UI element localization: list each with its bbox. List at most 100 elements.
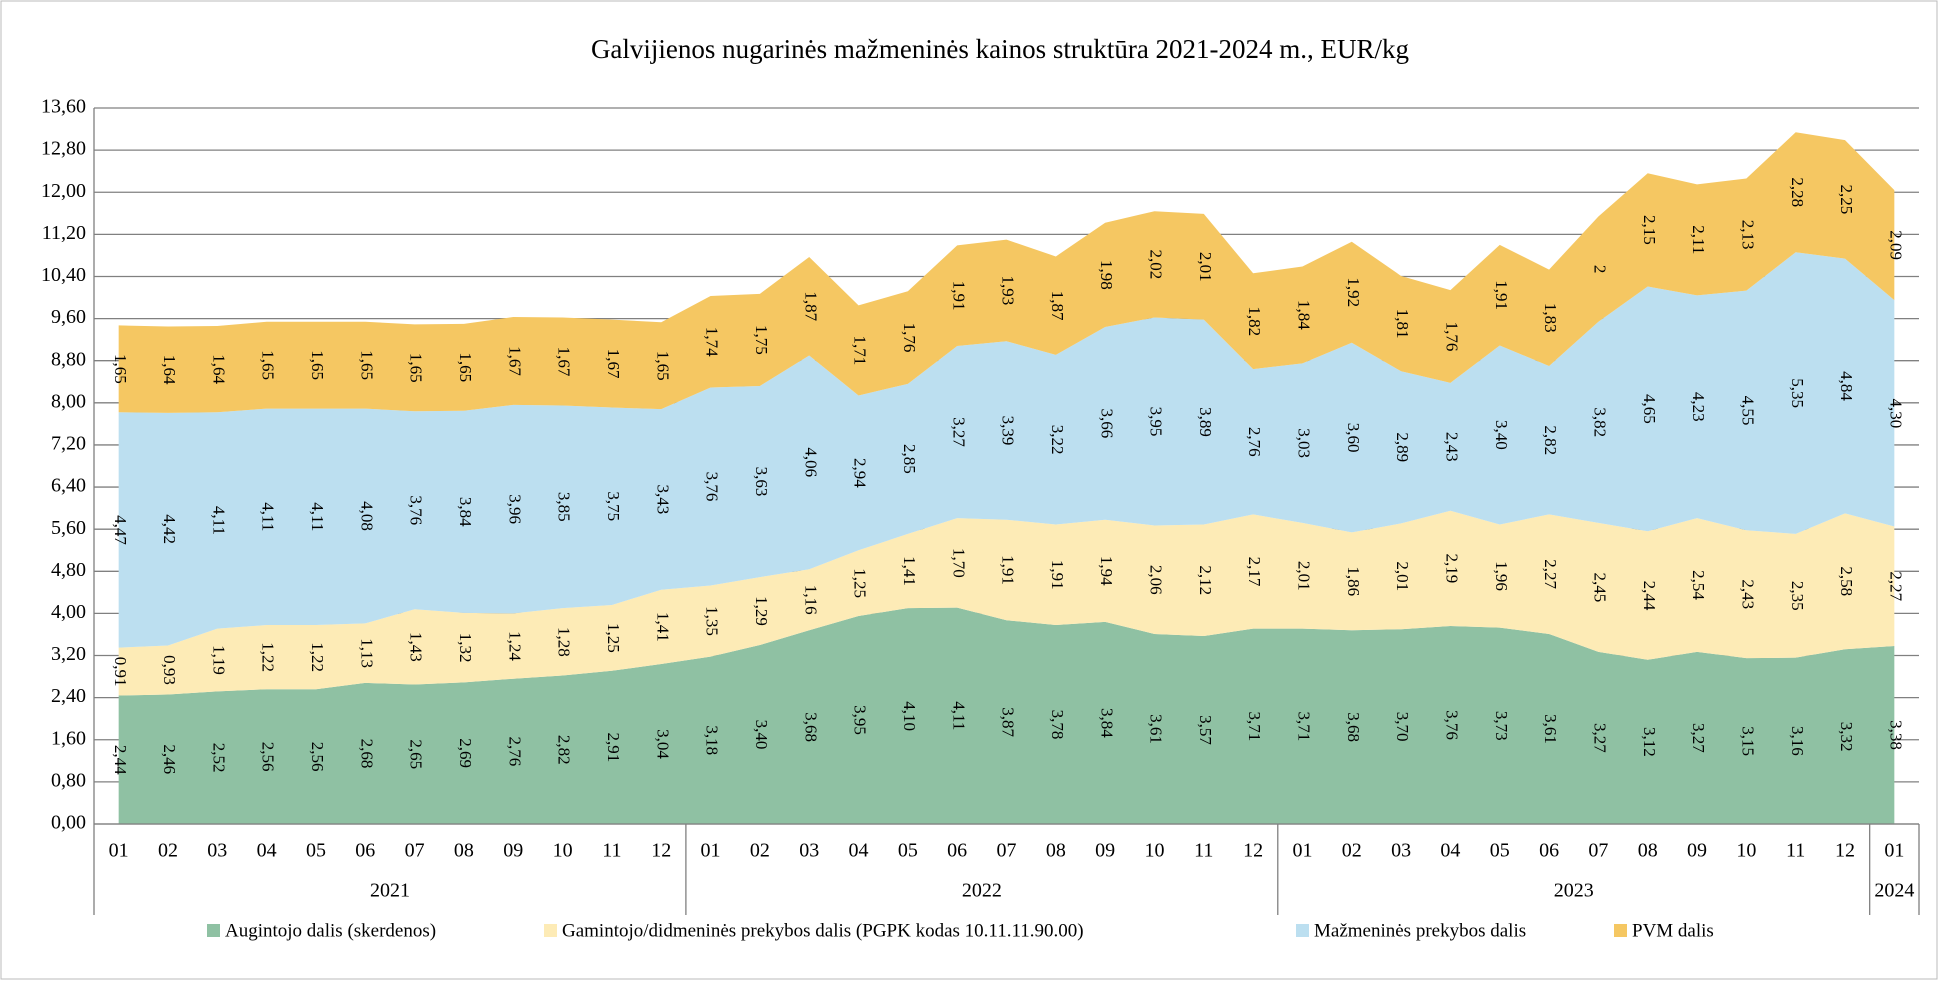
data-label: 1,81 <box>1393 309 1412 339</box>
data-label: 4,11 <box>259 502 278 531</box>
data-label: 1,98 <box>1097 260 1116 290</box>
data-label: 1,86 <box>1344 566 1363 596</box>
area <box>118 132 1895 413</box>
area <box>118 252 1895 648</box>
data-label: 3,78 <box>1048 710 1067 740</box>
data-label: 2,44 <box>111 745 130 775</box>
y-tick-label: 3,20 <box>51 643 86 665</box>
data-label: 1,29 <box>752 596 771 626</box>
data-label: 1,75 <box>752 325 771 355</box>
data-label: 2,69 <box>456 738 475 768</box>
data-label: 1,71 <box>851 336 870 366</box>
area <box>118 607 1895 824</box>
data-label: 2,44 <box>1640 581 1659 611</box>
legend-swatch <box>1614 924 1627 937</box>
x-tick-label: 10 <box>553 840 573 862</box>
data-label: 4,11 <box>949 701 968 730</box>
y-tick-label: 0,00 <box>51 812 86 834</box>
data-label: 2,01 <box>1295 561 1314 591</box>
data-label: 2,25 <box>1837 184 1856 214</box>
data-label: 3,61 <box>1147 714 1166 744</box>
year-label: 2024 <box>1874 880 1914 902</box>
data-label: 1,82 <box>1245 306 1264 336</box>
data-label: 1,65 <box>259 350 278 380</box>
y-tick-label: 6,40 <box>51 475 86 497</box>
data-label: 1,19 <box>209 645 228 675</box>
x-tick-label: 12 <box>651 840 671 862</box>
data-label: 1,16 <box>801 585 820 615</box>
data-label: 5,35 <box>1788 378 1807 408</box>
data-label: 2,68 <box>357 739 376 769</box>
data-label: 1,22 <box>308 642 327 672</box>
data-label: 1,67 <box>604 349 623 379</box>
data-label: 2,35 <box>1788 581 1807 611</box>
data-label: 1,92 <box>1344 277 1363 307</box>
data-label: 2,85 <box>900 444 919 474</box>
data-label: 3,76 <box>407 495 426 525</box>
y-tick-label: 8,80 <box>51 348 86 370</box>
data-label: 3,61 <box>1541 714 1560 744</box>
data-label: 2,28 <box>1788 177 1807 207</box>
x-tick-label: 04 <box>257 840 277 862</box>
data-label: 3,63 <box>752 467 771 497</box>
x-tick-label: 09 <box>1095 840 1115 862</box>
y-tick-label: 9,60 <box>51 306 86 328</box>
x-tick-label: 01 <box>1292 840 1312 862</box>
data-label: 3,95 <box>851 705 870 735</box>
data-label: 3,85 <box>555 492 574 522</box>
data-label: 2,19 <box>1443 554 1462 584</box>
data-label: 1,28 <box>555 627 574 657</box>
data-label: 3,18 <box>703 725 722 755</box>
data-label: 3,96 <box>505 494 524 524</box>
data-label: 3,84 <box>456 497 475 527</box>
data-label: 2,12 <box>1196 565 1215 595</box>
data-label: 3,60 <box>1344 423 1363 453</box>
data-label: 1,91 <box>1492 280 1511 310</box>
x-tick-label: 04 <box>1440 840 1460 862</box>
y-tick-label: 4,00 <box>51 601 86 623</box>
data-label: 1,91 <box>999 555 1018 585</box>
data-label: 2,09 <box>1886 230 1905 260</box>
data-label: 1,67 <box>555 347 574 377</box>
data-label: 2,43 <box>1738 579 1757 609</box>
data-label: 1,87 <box>1048 291 1067 321</box>
year-label: 2023 <box>1554 880 1594 902</box>
legend-swatch <box>207 924 220 937</box>
data-label: 2,56 <box>259 742 278 772</box>
x-tick-label: 03 <box>799 840 819 862</box>
data-label: 3,03 <box>1295 428 1314 458</box>
data-label: 2 <box>1590 265 1609 274</box>
x-tick-label: 06 <box>947 840 967 862</box>
x-tick-label: 11 <box>1786 840 1805 862</box>
data-label: 1,22 <box>259 642 278 672</box>
x-tick-label: 03 <box>1391 840 1411 862</box>
area <box>118 510 1895 696</box>
data-label: 2,43 <box>1443 432 1462 462</box>
x-tick-label: 08 <box>1046 840 1066 862</box>
data-label: 1,93 <box>999 276 1018 306</box>
data-label: 1,65 <box>357 350 376 380</box>
data-label: 3,43 <box>653 485 672 515</box>
legend-label: Mažmeninės prekybos dalis <box>1314 920 1526 941</box>
data-label: 4,08 <box>357 501 376 531</box>
data-label: 0,93 <box>160 655 179 685</box>
x-tick-label: 07 <box>1588 840 1608 862</box>
data-label: 1,70 <box>949 548 968 578</box>
data-label: 4,47 <box>111 515 130 545</box>
data-label: 4,11 <box>308 502 327 531</box>
data-label: 3,71 <box>1245 711 1264 741</box>
x-tick-label: 07 <box>997 840 1017 862</box>
data-label: 4,23 <box>1689 392 1708 422</box>
year-label: 2022 <box>962 880 1002 902</box>
data-label: 2,45 <box>1590 572 1609 602</box>
data-label: 1,65 <box>111 354 130 384</box>
data-label: 2,76 <box>1245 427 1264 457</box>
y-tick-label: 4,80 <box>51 559 86 581</box>
data-label: 3,68 <box>801 712 820 742</box>
data-label: 3,71 <box>1295 711 1314 741</box>
data-label: 3,87 <box>999 707 1018 737</box>
x-tick-label: 08 <box>454 840 474 862</box>
data-label: 1,25 <box>604 623 623 653</box>
data-label: 3,75 <box>604 491 623 521</box>
data-label: 2,06 <box>1147 565 1166 595</box>
